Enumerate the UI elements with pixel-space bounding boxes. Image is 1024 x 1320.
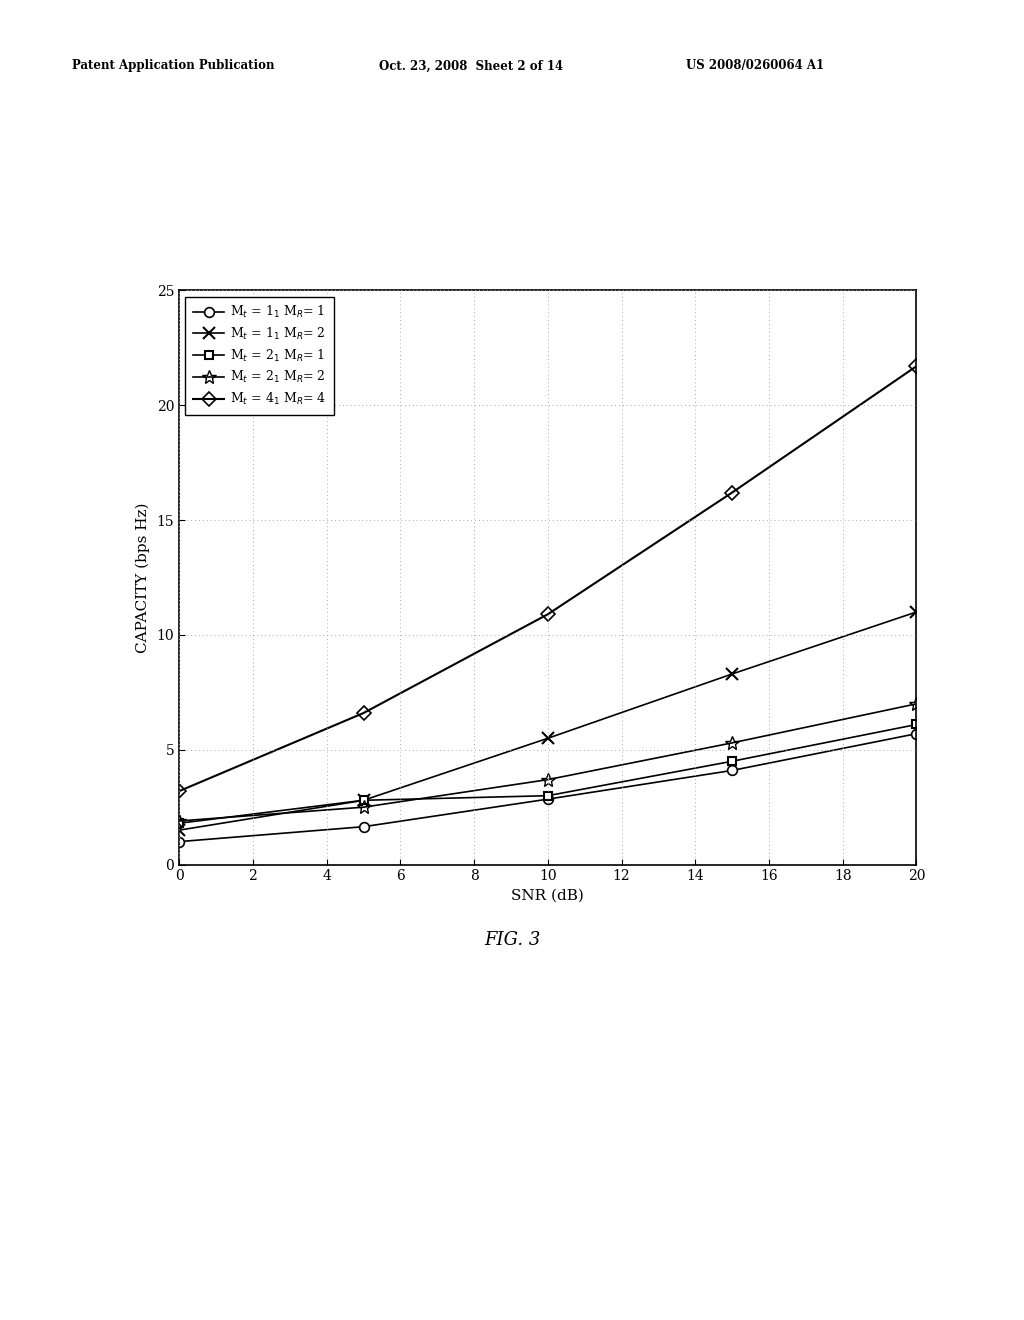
Legend: M$_t$ = 1$_1$ M$_R$= 1, M$_t$ = 1$_1$ M$_R$= 2, M$_t$ = 2$_1$ M$_R$= 1, M$_t$ = : M$_t$ = 1$_1$ M$_R$= 1, M$_t$ = 1$_1$ M$… [185,297,334,414]
M$_t$ = 2$_1$ M$_R$= 2 [173,813,185,829]
M$_t$ = 1$_1$ M$_R$= 1 [726,763,738,779]
M$_t$ = 2$_1$ M$_R$= 1 [357,792,370,808]
M$_t$ = 2$_1$ M$_R$= 1 [542,788,554,804]
M$_t$ = 2$_1$ M$_R$= 2 [726,735,738,751]
M$_t$ = 2$_1$ M$_R$= 1 [910,717,923,733]
M$_t$ = 2$_1$ M$_R$= 1 [726,754,738,770]
M$_t$ = 1$_1$ M$_R$= 1 [173,834,185,850]
M$_t$ = 1$_1$ M$_R$= 2 [173,822,185,838]
Text: US 2008/0260064 A1: US 2008/0260064 A1 [686,59,824,73]
M$_t$ = 4$_1$ M$_R$= 4 [542,606,554,622]
M$_t$ = 1$_1$ M$_R$= 2 [357,792,370,808]
M$_t$ = 2$_1$ M$_R$= 2 [542,772,554,788]
M$_t$ = 1$_1$ M$_R$= 1 [542,791,554,807]
Line: M$_t$ = 4$_1$ M$_R$= 4: M$_t$ = 4$_1$ M$_R$= 4 [174,362,922,796]
M$_t$ = 4$_1$ M$_R$= 4 [173,783,185,799]
Line: M$_t$ = 1$_1$ M$_R$= 2: M$_t$ = 1$_1$ M$_R$= 2 [174,606,922,836]
M$_t$ = 4$_1$ M$_R$= 4 [910,358,923,374]
Line: M$_t$ = 2$_1$ M$_R$= 2: M$_t$ = 2$_1$ M$_R$= 2 [172,697,924,828]
M$_t$ = 2$_1$ M$_R$= 2 [357,800,370,816]
M$_t$ = 2$_1$ M$_R$= 1 [173,816,185,832]
Line: M$_t$ = 1$_1$ M$_R$= 1: M$_t$ = 1$_1$ M$_R$= 1 [174,729,922,846]
M$_t$ = 1$_1$ M$_R$= 2 [542,730,554,746]
M$_t$ = 4$_1$ M$_R$= 4 [726,484,738,500]
M$_t$ = 1$_1$ M$_R$= 2 [726,667,738,682]
M$_t$ = 1$_1$ M$_R$= 2 [910,605,923,620]
Text: FIG. 3: FIG. 3 [483,931,541,949]
M$_t$ = 1$_1$ M$_R$= 1 [910,726,923,742]
Text: Patent Application Publication: Patent Application Publication [72,59,274,73]
Line: M$_t$ = 2$_1$ M$_R$= 1: M$_t$ = 2$_1$ M$_R$= 1 [175,721,921,828]
Text: Oct. 23, 2008  Sheet 2 of 14: Oct. 23, 2008 Sheet 2 of 14 [379,59,563,73]
X-axis label: SNR (dB): SNR (dB) [511,888,585,903]
Y-axis label: CAPACITY (bps Hz): CAPACITY (bps Hz) [135,502,150,653]
M$_t$ = 1$_1$ M$_R$= 1 [357,818,370,834]
M$_t$ = 2$_1$ M$_R$= 2 [910,696,923,711]
M$_t$ = 4$_1$ M$_R$= 4 [357,705,370,721]
